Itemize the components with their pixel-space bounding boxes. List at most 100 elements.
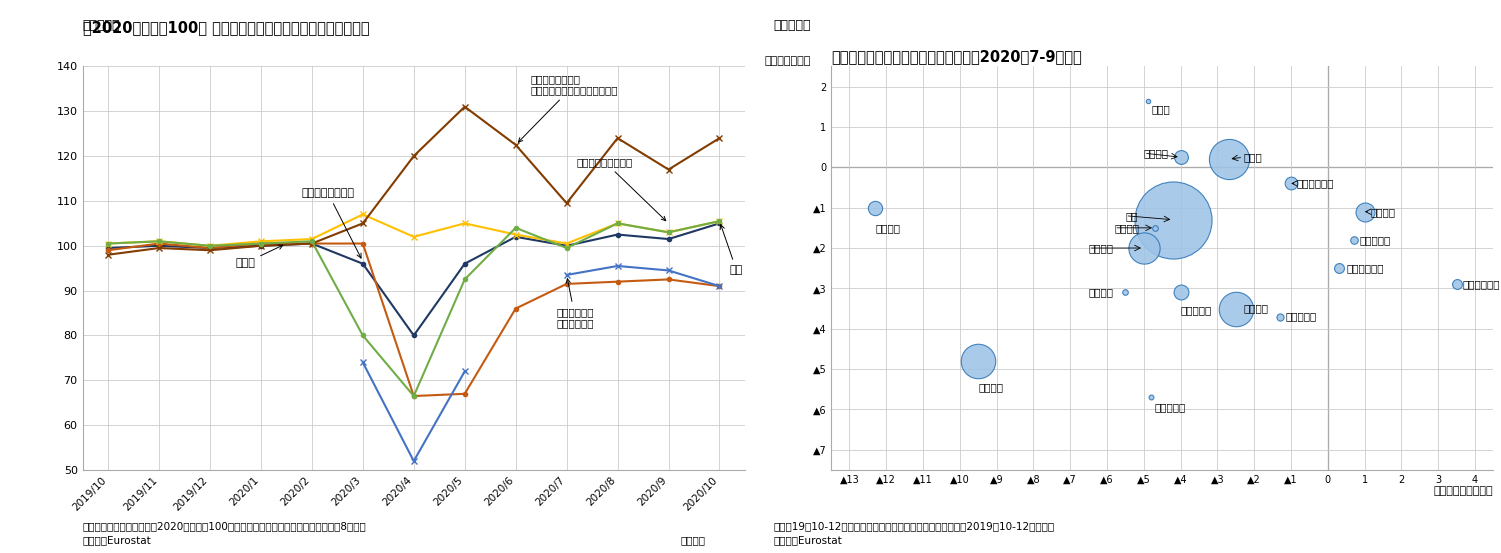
通販・ネット販売
（飲食料・燃料除く財の内数） xyxy=(303,240,321,247)
Line: 通販・ネット販売
（飲食料・燃料除く財の内数）: 通販・ネット販売 （飲食料・燃料除く財の内数） xyxy=(105,103,723,258)
Point xyxy=(1142,223,1166,232)
Line: 小売売上（全体）: 小売売上（全体） xyxy=(107,221,722,337)
Text: スロベニア: スロベニア xyxy=(1360,235,1390,245)
Text: 飲食料: 飲食料 xyxy=(236,245,282,268)
飲食料 xyxy=(405,393,423,399)
飲食料 xyxy=(303,240,321,247)
通販・ネット販売
（飲食料・燃料除く財の内数） xyxy=(507,142,525,148)
Point xyxy=(1132,244,1156,253)
飲食料・燃料除く財 xyxy=(710,218,728,225)
Text: 小売売上（全体）: 小売売上（全体） xyxy=(302,189,362,258)
Point xyxy=(1444,280,1468,289)
燃料 xyxy=(710,218,728,225)
Point xyxy=(1136,96,1160,105)
Point xyxy=(1169,153,1193,161)
飲食料・燃料除く財 xyxy=(659,229,677,236)
飲食料・燃料除く財 xyxy=(456,220,474,227)
Point xyxy=(1327,264,1351,273)
飲食料・燃料除く財 xyxy=(150,238,168,244)
飲食料・燃料除く財 xyxy=(252,238,270,244)
飲食料・燃料除く財 xyxy=(405,233,423,240)
Text: イタリア: イタリア xyxy=(1088,243,1114,253)
通販・ネット販売
（飲食料・燃料除く財の内数） xyxy=(608,135,626,142)
燃料 xyxy=(557,245,575,252)
小売売上（全体） xyxy=(608,231,626,238)
燃料 xyxy=(405,393,423,399)
サービス売上
（小売除く） xyxy=(405,458,423,465)
飲食料・燃料除く財 xyxy=(354,211,372,218)
小売売上（全体） xyxy=(252,242,270,249)
通販・ネット販売
（飲食料・燃料除く財の内数） xyxy=(659,166,677,173)
小売売上（全体） xyxy=(710,220,728,227)
Line: 飲食料: 飲食料 xyxy=(107,242,722,398)
Text: （注）19年10-12月期からの変化率。円の大きさは雇用者数（2019年10-12月期）。: （注）19年10-12月期からの変化率。円の大きさは雇用者数（2019年10-1… xyxy=(773,521,1054,531)
通販・ネット販売
（飲食料・燃料除く財の内数） xyxy=(710,135,728,142)
Point xyxy=(1223,304,1247,313)
Point xyxy=(1279,179,1303,188)
Text: （資料）Eurostat: （資料）Eurostat xyxy=(83,535,152,545)
サービス売上
（小売除く） xyxy=(354,359,372,366)
Text: 通販・ネット販売
（飲食料・燃料除く財の内数）: 通販・ネット販売 （飲食料・燃料除く財の内数） xyxy=(518,74,618,142)
飲食料 xyxy=(252,240,270,247)
飲食料 xyxy=(150,240,168,247)
燃料 xyxy=(252,240,270,247)
通販・ネット販売
（飲食料・燃料除く財の内数） xyxy=(99,252,117,258)
Text: 全体: 全体 xyxy=(1126,211,1138,221)
Point xyxy=(1268,312,1292,321)
X-axis label: （付加価値伸び率）: （付加価値伸び率） xyxy=(1433,486,1493,496)
飲食料 xyxy=(710,283,728,289)
飲食料 xyxy=(507,305,525,312)
小売売上（全体） xyxy=(99,245,117,252)
Text: （図表７）: （図表７） xyxy=(83,19,120,33)
飲食料 xyxy=(456,390,474,397)
飲食料 xyxy=(608,278,626,285)
通販・ネット販売
（飲食料・燃料除く財の内数） xyxy=(150,245,168,252)
Text: （図表８）: （図表８） xyxy=(773,19,811,33)
Text: （2020年１月＝100） ユーロ圏の小売売上高、サービス売上高: （2020年１月＝100） ユーロ圏の小売売上高、サービス売上高 xyxy=(83,20,369,35)
Text: 飲食料・燃料除く財: 飲食料・燃料除く財 xyxy=(576,157,666,221)
Point xyxy=(1352,207,1376,216)
通販・ネット販売
（飲食料・燃料除く財の内数） xyxy=(201,247,219,254)
Text: オーストリア: オーストリア xyxy=(1297,179,1334,189)
Text: フランス: フランス xyxy=(1243,304,1268,314)
Line: 燃料: 燃料 xyxy=(107,219,722,398)
燃料 xyxy=(150,238,168,244)
通販・ネット販売
（飲食料・燃料除く財の内数） xyxy=(557,200,575,206)
通販・ネット販売
（飲食料・燃料除く財の内数） xyxy=(405,153,423,159)
燃料 xyxy=(456,276,474,283)
通販・ネット販売
（飲食料・燃料除く財の内数） xyxy=(354,220,372,227)
Text: スペイン: スペイン xyxy=(979,382,1003,392)
Text: サービス売上
（小売除く）: サービス売上 （小売除く） xyxy=(557,279,594,328)
燃料 xyxy=(354,332,372,339)
小売売上（全体） xyxy=(201,245,219,252)
飲食料 xyxy=(557,280,575,287)
飲食料 xyxy=(659,276,677,283)
Text: ラトビア: ラトビア xyxy=(1088,288,1114,298)
Line: サービス売上
（小売除く）: サービス売上 （小売除く） xyxy=(359,359,468,465)
Text: オランダ: オランダ xyxy=(1370,207,1396,217)
飲食料・燃料除く財 xyxy=(608,220,626,227)
小売売上（全体） xyxy=(659,236,677,242)
Y-axis label: （雇用伸び率）: （雇用伸び率） xyxy=(764,56,811,66)
Text: アイルランド: アイルランド xyxy=(1462,279,1499,289)
飲食料・燃料除く財 xyxy=(201,242,219,249)
飲食料・燃料除く財 xyxy=(99,240,117,247)
Text: ベルギー: ベルギー xyxy=(1144,148,1169,158)
Text: リトアニア: リトアニア xyxy=(1285,312,1316,322)
通販・ネット販売
（飲食料・燃料除く財の内数） xyxy=(252,242,270,249)
通販・ネット販売
（飲食料・燃料除く財の内数） xyxy=(456,103,474,110)
燃料 xyxy=(303,238,321,244)
Text: （月次）: （月次） xyxy=(680,535,705,545)
Text: （資料）Eurostat: （資料）Eurostat xyxy=(773,535,842,545)
Text: ドイツ: ドイツ xyxy=(1243,152,1262,162)
Text: マルタ: マルタ xyxy=(1151,104,1169,114)
小売売上（全体） xyxy=(354,260,372,267)
Text: ポルトガル: ポルトガル xyxy=(1181,306,1211,316)
小売売上（全体） xyxy=(507,233,525,240)
飲食料 xyxy=(201,245,219,252)
小売売上（全体） xyxy=(405,332,423,339)
Line: 飲食料・燃料除く財: 飲食料・燃料除く財 xyxy=(105,211,723,249)
Text: （注）実質の季節調整値。2020年１月を100として指数化。サービス売上は名目値で8月まで: （注）実質の季節調整値。2020年１月を100として指数化。サービス売上は名目値… xyxy=(83,521,366,531)
Point xyxy=(1114,288,1138,297)
Point xyxy=(1216,155,1240,164)
